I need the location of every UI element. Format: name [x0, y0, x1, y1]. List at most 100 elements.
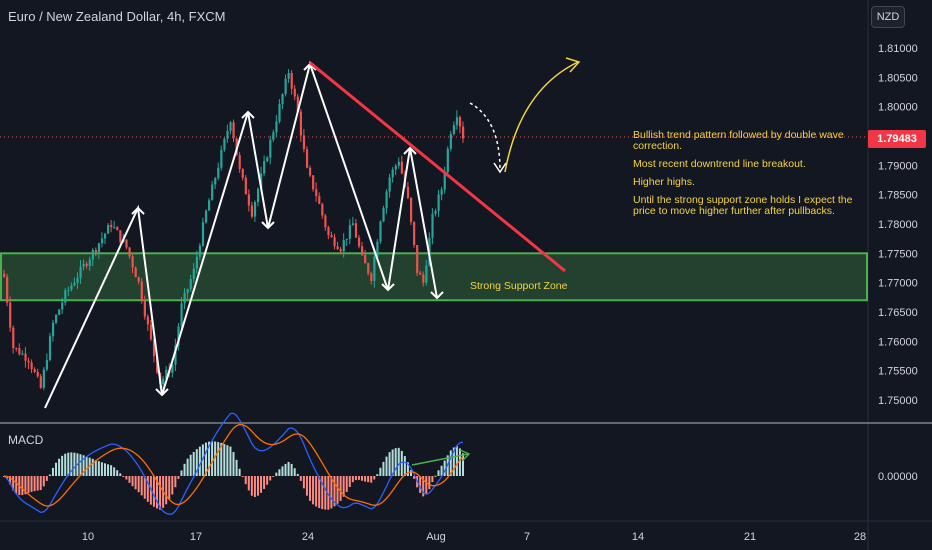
candle — [348, 219, 351, 245]
price-tick-label: 1.77500 — [878, 248, 918, 260]
candle — [76, 272, 79, 289]
candle-body — [220, 149, 223, 168]
macd-histogram-bar — [107, 464, 110, 476]
candle — [422, 271, 425, 287]
macd-histogram-bar — [327, 476, 330, 510]
candle — [55, 313, 58, 325]
macd-histogram-bar — [73, 452, 76, 476]
macd-histogram-bar — [103, 463, 106, 476]
candle-body — [177, 326, 180, 346]
candle — [299, 108, 303, 142]
candle — [152, 338, 156, 363]
macd-histogram-bar — [122, 476, 125, 477]
macd-histogram-bar — [256, 476, 259, 496]
candle — [42, 367, 45, 391]
candle-body — [125, 239, 128, 248]
candle-body — [336, 246, 339, 250]
candle — [208, 198, 211, 211]
macd-histogram-bar — [195, 449, 198, 476]
candle — [180, 296, 183, 331]
macd-histogram-bar — [64, 453, 67, 476]
candle-body — [431, 213, 434, 238]
time-tick-label: 24 — [302, 531, 314, 543]
candle — [272, 129, 275, 143]
candle — [33, 367, 36, 374]
support-zone-label: Strong Support Zone — [470, 280, 568, 292]
candle-body — [48, 336, 52, 360]
candle-body — [12, 327, 15, 349]
candle — [455, 110, 459, 130]
candle-body — [333, 237, 336, 247]
candle — [290, 70, 293, 95]
candle — [367, 262, 370, 276]
candle-body — [443, 172, 446, 190]
candle — [61, 297, 64, 315]
candle-body — [394, 165, 397, 170]
candle — [253, 200, 257, 222]
candle — [21, 350, 24, 356]
candle-body — [97, 243, 101, 253]
macd-histogram-bar — [253, 476, 256, 498]
candle — [388, 173, 391, 198]
macd-histogram-bar — [131, 476, 134, 487]
macd-histogram-bar — [370, 476, 373, 483]
macd-histogram-bar — [85, 456, 88, 476]
candle-body — [94, 249, 97, 253]
macd-label: MACD — [8, 433, 44, 447]
macd-histogram-bar — [189, 454, 192, 476]
price-tick-label: 1.75500 — [878, 366, 918, 378]
candle-body — [21, 353, 24, 355]
candle-body — [416, 245, 419, 273]
macd-histogram-bar — [201, 444, 204, 476]
price-tick-label: 1.76000 — [878, 336, 918, 348]
candle — [36, 368, 39, 378]
candle — [324, 213, 327, 231]
pullback-arrow — [469, 102, 501, 171]
price-tick-label: 1.80000 — [878, 102, 918, 114]
candle-body — [409, 197, 413, 222]
macd-histogram-bar — [284, 463, 287, 476]
candle-body — [226, 130, 229, 139]
candle-body — [345, 238, 348, 240]
candle — [58, 308, 61, 316]
candle — [250, 201, 254, 219]
candle-body — [385, 191, 388, 209]
candle-body — [293, 88, 296, 97]
candle-body — [42, 369, 45, 388]
currency-button[interactable]: NZD — [871, 6, 905, 28]
candle — [266, 155, 269, 163]
macd-histogram-bar — [58, 458, 61, 476]
candle-body — [9, 302, 12, 328]
candle-body — [146, 316, 150, 325]
candle-body — [73, 282, 76, 286]
candle-body — [272, 132, 275, 140]
macd-histogram-bar — [168, 476, 171, 500]
candle-body — [370, 273, 373, 281]
macd-histogram-bar — [305, 476, 308, 496]
note-3: Higher highs. — [633, 176, 695, 188]
macd-histogram-bar — [458, 448, 461, 476]
candle — [107, 223, 110, 234]
candle-body — [24, 353, 27, 361]
price-tick-label: 1.78500 — [878, 190, 918, 202]
candle-body — [330, 235, 333, 238]
macd-histogram-bar — [348, 476, 351, 487]
candle — [364, 249, 367, 264]
wave-path — [44, 60, 438, 409]
macd-histogram-bar — [174, 476, 177, 488]
candle-body — [299, 111, 303, 136]
wave-arrowhead — [403, 146, 417, 155]
macd-histogram-bar — [333, 476, 336, 507]
candle — [162, 375, 165, 389]
macd-histogram-bar — [275, 472, 278, 476]
candle — [373, 253, 376, 288]
candle — [339, 247, 342, 255]
macd-histogram-bar — [269, 476, 272, 481]
macd-histogram-bar — [204, 442, 207, 476]
macd-histogram-bar — [330, 476, 333, 509]
candle-body — [290, 73, 293, 89]
macd-histogram-bar — [278, 469, 281, 476]
candle-body — [458, 117, 462, 127]
macd-histogram-bar — [137, 476, 140, 493]
